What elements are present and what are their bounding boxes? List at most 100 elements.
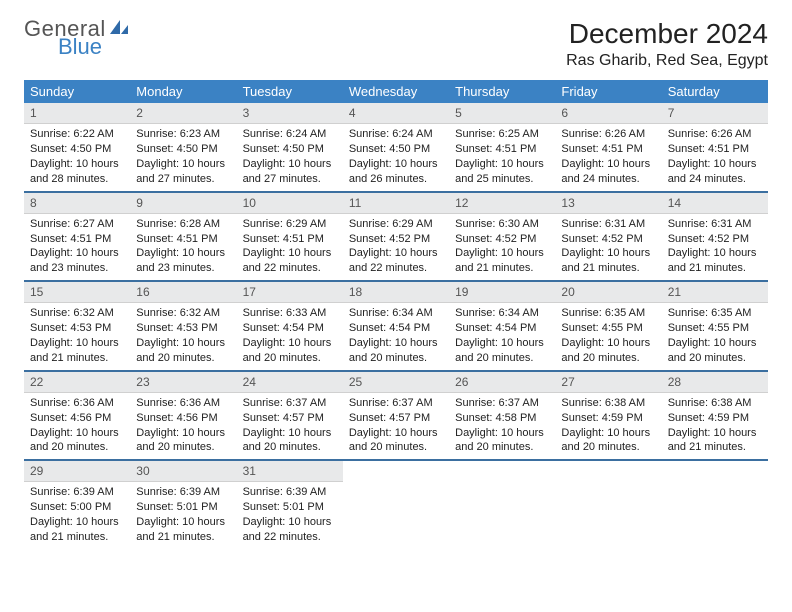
daylight-line: Daylight: 10 hours and 20 minutes. <box>349 336 443 366</box>
day-body: Sunrise: 6:35 AMSunset: 4:55 PMDaylight:… <box>662 303 768 369</box>
sunset-line: Sunset: 4:51 PM <box>30 232 124 247</box>
day-number: 29 <box>24 461 130 482</box>
daylight-line: Daylight: 10 hours and 28 minutes. <box>30 157 124 187</box>
calendar-week-row: 8Sunrise: 6:27 AMSunset: 4:51 PMDaylight… <box>24 192 768 282</box>
daylight-line: Daylight: 10 hours and 20 minutes. <box>243 426 337 456</box>
sunset-line: Sunset: 4:54 PM <box>455 321 549 336</box>
calendar-day-cell: 6Sunrise: 6:26 AMSunset: 4:51 PMDaylight… <box>555 103 661 192</box>
calendar-day-cell: 27Sunrise: 6:38 AMSunset: 4:59 PMDayligh… <box>555 371 661 461</box>
day-number: 16 <box>130 282 236 303</box>
daylight-line: Daylight: 10 hours and 20 minutes. <box>455 336 549 366</box>
sunset-line: Sunset: 4:51 PM <box>668 142 762 157</box>
sunset-line: Sunset: 5:00 PM <box>30 500 124 515</box>
day-body: Sunrise: 6:37 AMSunset: 4:58 PMDaylight:… <box>449 393 555 459</box>
day-number: 20 <box>555 282 661 303</box>
calendar-week-row: 15Sunrise: 6:32 AMSunset: 4:53 PMDayligh… <box>24 281 768 371</box>
day-body: Sunrise: 6:30 AMSunset: 4:52 PMDaylight:… <box>449 214 555 280</box>
day-body: Sunrise: 6:36 AMSunset: 4:56 PMDaylight:… <box>130 393 236 459</box>
daylight-line: Daylight: 10 hours and 21 minutes. <box>668 426 762 456</box>
calendar-day-cell: 7Sunrise: 6:26 AMSunset: 4:51 PMDaylight… <box>662 103 768 192</box>
day-number: 22 <box>24 372 130 393</box>
daylight-line: Daylight: 10 hours and 22 minutes. <box>243 246 337 276</box>
col-friday: Friday <box>555 80 661 103</box>
sunrise-line: Sunrise: 6:39 AM <box>136 485 230 500</box>
daylight-line: Daylight: 10 hours and 21 minutes. <box>561 246 655 276</box>
calendar-day-cell: 8Sunrise: 6:27 AMSunset: 4:51 PMDaylight… <box>24 192 130 282</box>
day-body: Sunrise: 6:35 AMSunset: 4:55 PMDaylight:… <box>555 303 661 369</box>
month-title: December 2024 <box>566 18 768 50</box>
sunrise-line: Sunrise: 6:24 AM <box>243 127 337 142</box>
calendar-day-cell: 22Sunrise: 6:36 AMSunset: 4:56 PMDayligh… <box>24 371 130 461</box>
calendar-week-row: 1Sunrise: 6:22 AMSunset: 4:50 PMDaylight… <box>24 103 768 192</box>
day-body: Sunrise: 6:32 AMSunset: 4:53 PMDaylight:… <box>24 303 130 369</box>
sunset-line: Sunset: 4:50 PM <box>243 142 337 157</box>
daylight-line: Daylight: 10 hours and 23 minutes. <box>30 246 124 276</box>
calendar-day-cell: 30Sunrise: 6:39 AMSunset: 5:01 PMDayligh… <box>130 460 236 549</box>
day-number: 11 <box>343 193 449 214</box>
calendar-day-cell: 9Sunrise: 6:28 AMSunset: 4:51 PMDaylight… <box>130 192 236 282</box>
header: General Blue December 2024 Ras Gharib, R… <box>24 18 768 70</box>
day-number: 3 <box>237 103 343 124</box>
sunrise-line: Sunrise: 6:28 AM <box>136 217 230 232</box>
day-body: Sunrise: 6:29 AMSunset: 4:52 PMDaylight:… <box>343 214 449 280</box>
daylight-line: Daylight: 10 hours and 20 minutes. <box>136 336 230 366</box>
calendar-day-cell: 21Sunrise: 6:35 AMSunset: 4:55 PMDayligh… <box>662 281 768 371</box>
day-number: 23 <box>130 372 236 393</box>
day-body: Sunrise: 6:39 AMSunset: 5:00 PMDaylight:… <box>24 482 130 548</box>
sunrise-line: Sunrise: 6:23 AM <box>136 127 230 142</box>
daylight-line: Daylight: 10 hours and 20 minutes. <box>561 426 655 456</box>
col-thursday: Thursday <box>449 80 555 103</box>
sunset-line: Sunset: 4:52 PM <box>668 232 762 247</box>
sunrise-line: Sunrise: 6:24 AM <box>349 127 443 142</box>
sunset-line: Sunset: 4:55 PM <box>561 321 655 336</box>
sunset-line: Sunset: 4:50 PM <box>136 142 230 157</box>
calendar-day-cell: 31Sunrise: 6:39 AMSunset: 5:01 PMDayligh… <box>237 460 343 549</box>
day-body: Sunrise: 6:34 AMSunset: 4:54 PMDaylight:… <box>343 303 449 369</box>
sunset-line: Sunset: 4:52 PM <box>455 232 549 247</box>
day-body: Sunrise: 6:25 AMSunset: 4:51 PMDaylight:… <box>449 124 555 190</box>
day-number: 18 <box>343 282 449 303</box>
daylight-line: Daylight: 10 hours and 21 minutes. <box>668 246 762 276</box>
sunrise-line: Sunrise: 6:34 AM <box>349 306 443 321</box>
day-body: Sunrise: 6:32 AMSunset: 4:53 PMDaylight:… <box>130 303 236 369</box>
sunrise-line: Sunrise: 6:26 AM <box>561 127 655 142</box>
daylight-line: Daylight: 10 hours and 21 minutes. <box>455 246 549 276</box>
sunrise-line: Sunrise: 6:37 AM <box>243 396 337 411</box>
daylight-line: Daylight: 10 hours and 21 minutes. <box>136 515 230 545</box>
day-body: Sunrise: 6:37 AMSunset: 4:57 PMDaylight:… <box>343 393 449 459</box>
day-body: Sunrise: 6:39 AMSunset: 5:01 PMDaylight:… <box>237 482 343 548</box>
day-body: Sunrise: 6:31 AMSunset: 4:52 PMDaylight:… <box>555 214 661 280</box>
calendar-day-cell: 11Sunrise: 6:29 AMSunset: 4:52 PMDayligh… <box>343 192 449 282</box>
daylight-line: Daylight: 10 hours and 24 minutes. <box>561 157 655 187</box>
sunset-line: Sunset: 4:50 PM <box>349 142 443 157</box>
daylight-line: Daylight: 10 hours and 21 minutes. <box>30 515 124 545</box>
day-number: 17 <box>237 282 343 303</box>
daylight-line: Daylight: 10 hours and 25 minutes. <box>455 157 549 187</box>
daylight-line: Daylight: 10 hours and 23 minutes. <box>136 246 230 276</box>
sunrise-line: Sunrise: 6:39 AM <box>243 485 337 500</box>
day-body: Sunrise: 6:33 AMSunset: 4:54 PMDaylight:… <box>237 303 343 369</box>
day-number: 21 <box>662 282 768 303</box>
sunset-line: Sunset: 5:01 PM <box>243 500 337 515</box>
sunset-line: Sunset: 4:57 PM <box>349 411 443 426</box>
calendar-day-cell: 16Sunrise: 6:32 AMSunset: 4:53 PMDayligh… <box>130 281 236 371</box>
day-body: Sunrise: 6:29 AMSunset: 4:51 PMDaylight:… <box>237 214 343 280</box>
day-number: 28 <box>662 372 768 393</box>
sunset-line: Sunset: 4:52 PM <box>561 232 655 247</box>
day-number: 12 <box>449 193 555 214</box>
calendar-day-cell: 29Sunrise: 6:39 AMSunset: 5:00 PMDayligh… <box>24 460 130 549</box>
sunrise-line: Sunrise: 6:26 AM <box>668 127 762 142</box>
daylight-line: Daylight: 10 hours and 22 minutes. <box>349 246 443 276</box>
day-header-row: Sunday Monday Tuesday Wednesday Thursday… <box>24 80 768 103</box>
sunrise-line: Sunrise: 6:22 AM <box>30 127 124 142</box>
calendar-day-cell: 4Sunrise: 6:24 AMSunset: 4:50 PMDaylight… <box>343 103 449 192</box>
calendar-day-cell: 18Sunrise: 6:34 AMSunset: 4:54 PMDayligh… <box>343 281 449 371</box>
sunset-line: Sunset: 4:51 PM <box>561 142 655 157</box>
sunset-line: Sunset: 4:52 PM <box>349 232 443 247</box>
calendar-day-cell: 15Sunrise: 6:32 AMSunset: 4:53 PMDayligh… <box>24 281 130 371</box>
calendar-day-cell <box>343 460 449 549</box>
calendar-day-cell: 1Sunrise: 6:22 AMSunset: 4:50 PMDaylight… <box>24 103 130 192</box>
day-body: Sunrise: 6:31 AMSunset: 4:52 PMDaylight:… <box>662 214 768 280</box>
sunset-line: Sunset: 4:51 PM <box>455 142 549 157</box>
sunrise-line: Sunrise: 6:29 AM <box>349 217 443 232</box>
